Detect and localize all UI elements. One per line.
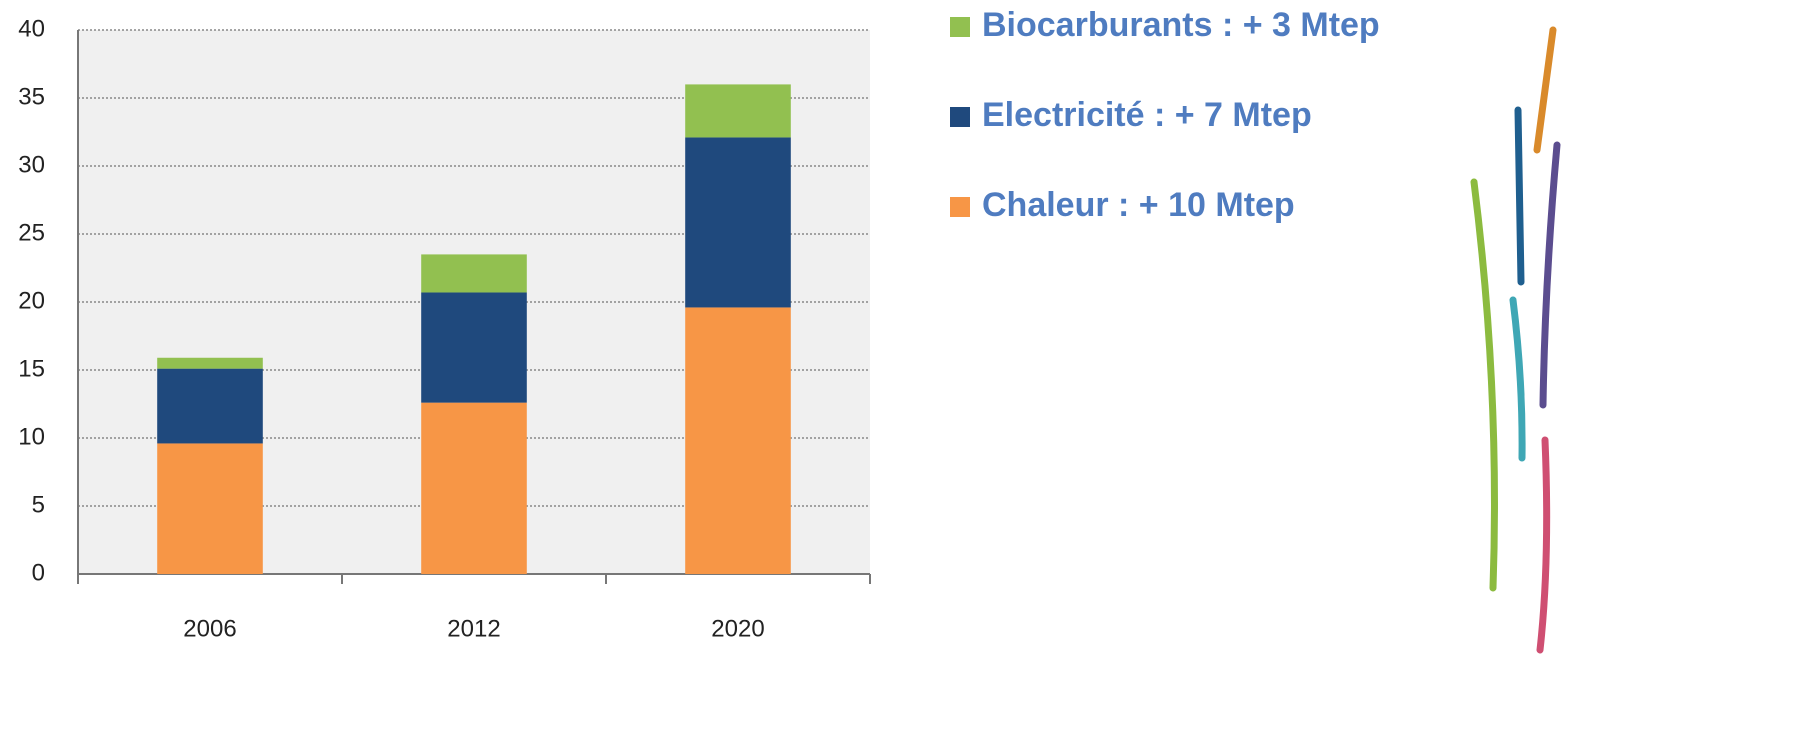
bar-segment (685, 307, 791, 574)
legend-label: Biocarburants : + 3 Mtep (982, 6, 1380, 44)
bar-segment (421, 254, 527, 292)
x-tick-label: 2006 (183, 615, 236, 642)
y-tick-label: 0 (32, 559, 45, 586)
legend-label: Electricité : + 7 Mtep (982, 96, 1312, 134)
x-tick-label: 2020 (711, 615, 764, 642)
bar-segment (421, 292, 527, 402)
bar-segment (157, 358, 263, 369)
y-tick-label: 35 (18, 83, 45, 110)
bar-segment (157, 369, 263, 444)
y-tick-label: 10 (18, 423, 45, 450)
chart: 0 5 10 15 20 25 30 35 40 2006 2012 2020 Chaleur : + … (0, 0, 1805, 754)
bar-segment (421, 403, 527, 574)
bar-segment (685, 84, 791, 137)
y-tick-label: 25 (18, 219, 45, 246)
y-tick-label: 5 (32, 491, 45, 518)
y-tick-label: 40 (18, 15, 45, 42)
bar-segment (685, 137, 791, 307)
x-tick-label: 2012 (447, 615, 500, 642)
legend-swatch (950, 17, 970, 37)
decoration (1474, 30, 1557, 650)
legend-swatch (950, 107, 970, 127)
legend-label: Chaleur : + 10 Mtep (982, 186, 1295, 224)
y-tick-label: 30 (18, 151, 45, 178)
bar-segment (157, 443, 263, 574)
y-tick-label: 20 (18, 287, 45, 314)
y-tick-label: 15 (18, 355, 45, 382)
legend-swatch (950, 197, 970, 217)
